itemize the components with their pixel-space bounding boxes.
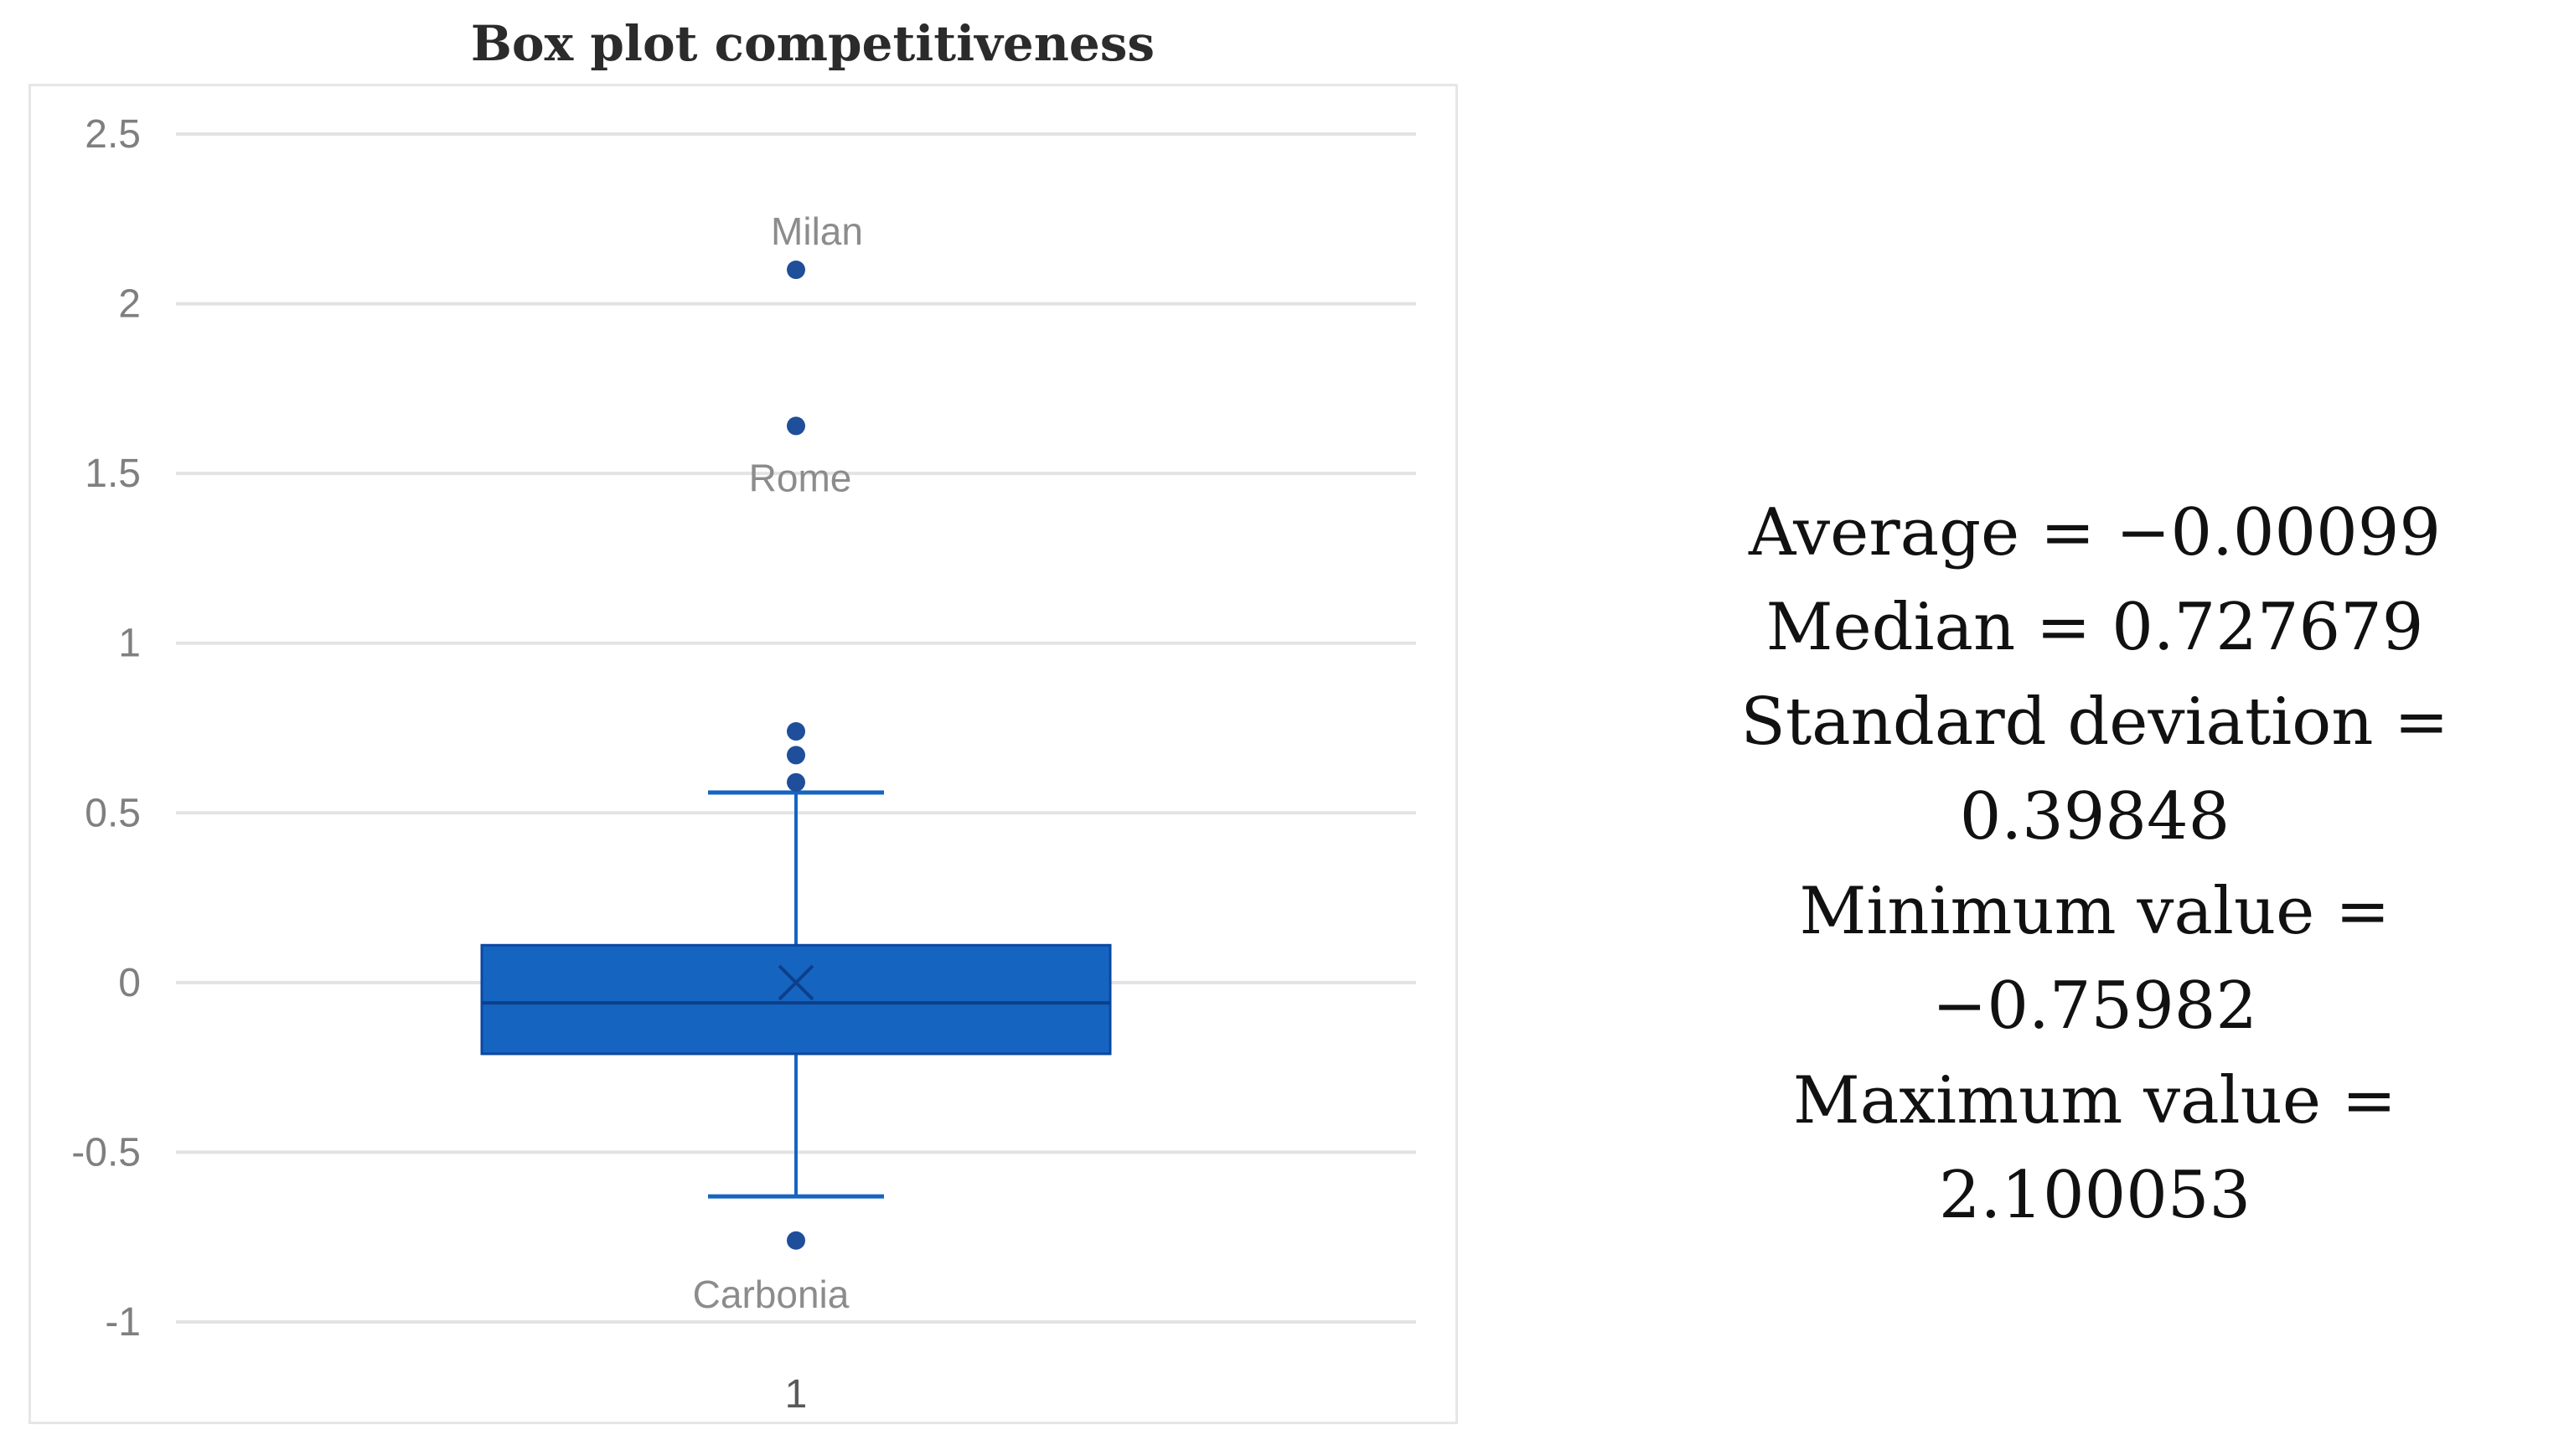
y-tick-label: -1 [105, 1300, 141, 1345]
summary-statistics: Average = −0.00099 Median = 0.727679 Sta… [1634, 486, 2556, 1243]
y-tick-label: 2.5 [85, 112, 141, 157]
y-tick-label: 0 [118, 961, 141, 1005]
x-category-label: 1 [785, 1372, 808, 1417]
outlier-label: Carbonia [693, 1273, 850, 1316]
chart-title: Box plot competitiveness [470, 15, 1155, 72]
box-plot: 2.5 2 1.5 1 0.5 0 -0.5 -1 1 Milan Rome Carbonia [71, 112, 1416, 1417]
stat-maximum: Maximum value = 2.100053 [1792, 1063, 2397, 1233]
y-tick-label: -0.5 [71, 1130, 141, 1175]
y-tick-label: 1.5 [85, 452, 141, 496]
stat-median: Median = 0.727679 [1765, 590, 2424, 665]
outlier-point [787, 722, 805, 741]
outlier-label: Milan [771, 209, 863, 253]
stat-minimum: Minimum value = −0.75982 [1799, 874, 2391, 1044]
outlier-point [787, 1231, 805, 1250]
chart-panel [28, 84, 1458, 1424]
stat-standard-deviation: Standard deviation = 0.39848 [1740, 684, 2449, 854]
mean-marker [778, 964, 814, 1001]
outlier-point [787, 261, 805, 280]
outlier-point [787, 416, 805, 436]
box-iqr [480, 943, 1112, 1056]
y-tick-label: 0.5 [85, 791, 141, 835]
outlier-point [787, 746, 805, 765]
outlier-label: Rome [749, 456, 852, 499]
outlier-point [787, 772, 805, 792]
stat-average: Average = −0.00099 [1748, 495, 2442, 571]
y-tick-label: 2 [118, 282, 141, 327]
y-tick-label: 1 [118, 622, 141, 666]
